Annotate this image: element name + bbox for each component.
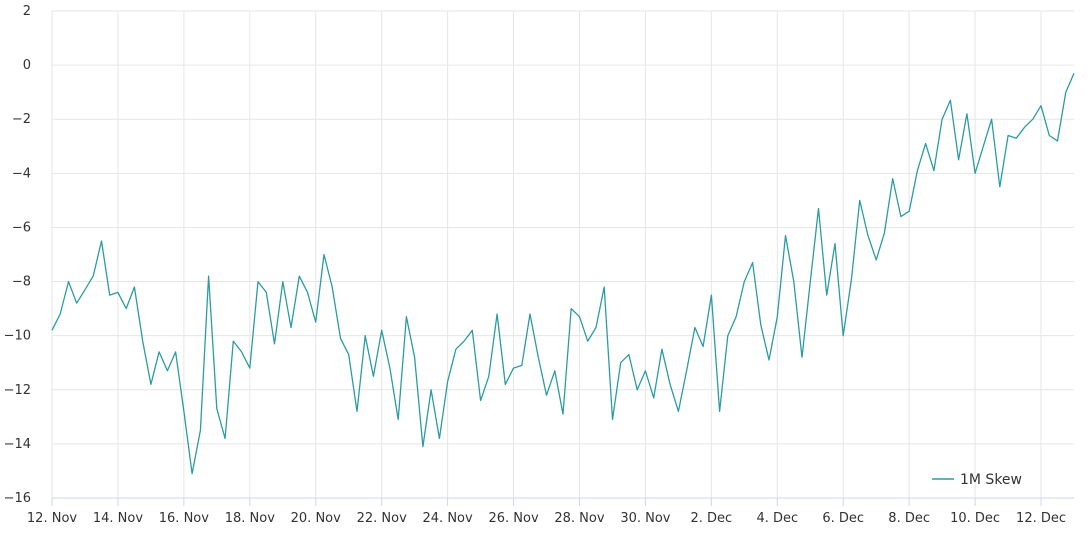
x-tick-label: 20. Nov	[291, 511, 341, 526]
x-tick-label: 2. Dec	[691, 511, 733, 526]
vertical-grid	[51, 11, 1042, 498]
x-tick-label: 30. Nov	[620, 511, 670, 526]
x-tick-label: 12. Nov	[27, 511, 77, 526]
y-axis-ticks: 2 0 −2 −4 −6 −8 −10 −12 −14 −16	[4, 4, 31, 506]
series-layer	[51, 72, 1075, 475]
y-tick-label: −16	[4, 491, 31, 506]
series-line[interactable]	[51, 72, 1075, 475]
y-tick-label: −6	[12, 220, 31, 235]
x-tick-label: 28. Nov	[554, 511, 604, 526]
y-tick-label: −10	[4, 329, 31, 344]
x-tick-label: 12. Dec	[1016, 511, 1066, 526]
legend[interactable]: 1M Skew	[932, 472, 1022, 488]
x-axis-ticks: 12. Nov 14. Nov 16. Nov 18. Nov 20. Nov 22. N…	[27, 498, 1066, 526]
x-tick-label: 8. Dec	[888, 511, 930, 526]
y-tick-label: −8	[12, 275, 31, 290]
x-tick-label: 22. Nov	[357, 511, 407, 526]
y-tick-label: −2	[12, 112, 31, 127]
x-tick-label: 26. Nov	[488, 511, 538, 526]
x-tick-label: 16. Nov	[159, 511, 209, 526]
y-tick-label: −4	[12, 166, 31, 181]
y-tick-label: 2	[23, 4, 31, 19]
y-tick-label: 0	[23, 58, 31, 73]
x-tick-label: 18. Nov	[225, 511, 275, 526]
y-tick-label: −12	[4, 383, 31, 398]
x-tick-label: 6. Dec	[822, 511, 864, 526]
y-tick-label: −14	[4, 437, 31, 452]
horizontal-grid	[52, 10, 1074, 499]
x-tick-label: 4. Dec	[756, 511, 798, 526]
x-tick-label: 24. Nov	[423, 511, 473, 526]
legend-label[interactable]: 1M Skew	[960, 472, 1022, 488]
x-tick-label: 10. Dec	[950, 511, 1000, 526]
x-tick-label: 14. Nov	[93, 511, 143, 526]
